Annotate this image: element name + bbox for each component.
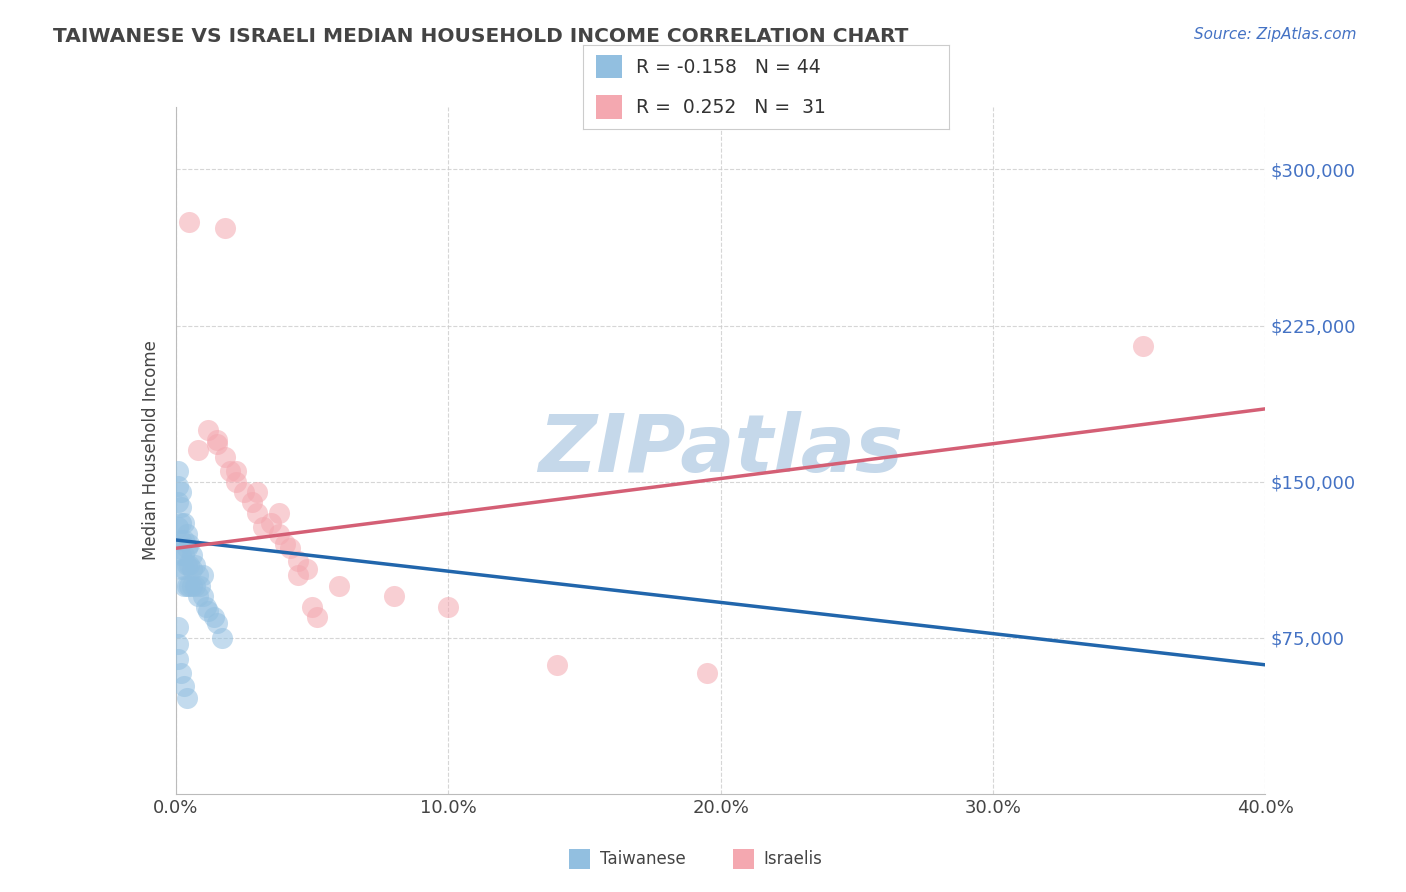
Point (184, 558, 207, 572)
Point (205, 616, 228, 631)
Point (179, 214, 201, 228)
Point (546, 657, 568, 672)
Point (197, 423, 219, 437)
Point (214, 220, 236, 235)
Point (188, 579, 211, 593)
Bar (733, 848, 754, 869)
Point (186, 568, 209, 582)
Point (170, 533, 193, 547)
Point (173, 516, 195, 531)
Point (181, 579, 204, 593)
Point (173, 548, 195, 562)
Point (179, 537, 201, 551)
Point (260, 516, 283, 531)
Text: R =  0.252   N =  31: R = 0.252 N = 31 (637, 98, 827, 117)
Bar (568, 848, 591, 869)
Point (167, 651, 190, 665)
Point (167, 541, 190, 556)
Point (170, 516, 193, 531)
Point (170, 666, 193, 681)
Point (194, 599, 217, 614)
Point (170, 500, 193, 514)
Point (184, 579, 207, 593)
Point (167, 637, 190, 651)
Point (176, 558, 198, 572)
Point (167, 620, 190, 634)
Point (211, 631, 233, 645)
Point (232, 485, 254, 500)
Point (382, 589, 405, 603)
Point (167, 464, 190, 478)
Point (170, 548, 193, 562)
Point (176, 541, 198, 556)
Point (173, 562, 195, 576)
Point (167, 479, 190, 493)
Point (301, 599, 323, 614)
Point (225, 475, 247, 489)
Point (202, 610, 225, 624)
Point (214, 450, 236, 464)
Point (219, 464, 242, 478)
Point (176, 526, 198, 541)
Point (328, 579, 350, 593)
Point (191, 589, 214, 603)
Point (307, 610, 329, 624)
Point (186, 443, 209, 458)
Point (179, 579, 201, 593)
Point (191, 568, 214, 582)
Point (186, 589, 209, 603)
Text: R = -0.158   N = 44: R = -0.158 N = 44 (637, 58, 821, 77)
Y-axis label: Median Household Income: Median Household Income (142, 341, 160, 560)
Point (170, 485, 193, 500)
Point (437, 599, 460, 614)
Point (173, 679, 195, 693)
Point (179, 558, 201, 572)
Point (197, 604, 219, 618)
Point (269, 526, 291, 541)
Text: Taiwanese: Taiwanese (599, 849, 685, 868)
Bar (596, 95, 621, 120)
Text: Source: ZipAtlas.com: Source: ZipAtlas.com (1194, 27, 1357, 42)
Point (295, 562, 318, 576)
Point (246, 485, 269, 500)
Point (181, 562, 204, 576)
Point (252, 520, 274, 534)
Point (1132, 339, 1154, 353)
Point (167, 495, 190, 509)
Bar (596, 54, 621, 78)
Point (278, 541, 301, 556)
Point (696, 666, 718, 681)
Point (205, 433, 228, 447)
Point (269, 506, 291, 520)
Text: ZIPatlas: ZIPatlas (538, 411, 903, 490)
Point (176, 579, 198, 593)
Point (240, 495, 263, 509)
Point (173, 533, 195, 547)
Text: Israelis: Israelis (763, 849, 823, 868)
Point (274, 537, 297, 551)
Text: TAIWANESE VS ISRAELI MEDIAN HOUSEHOLD INCOME CORRELATION CHART: TAIWANESE VS ISRAELI MEDIAN HOUSEHOLD IN… (53, 27, 908, 45)
Point (173, 579, 195, 593)
Point (205, 437, 228, 451)
Point (167, 520, 190, 534)
Point (170, 562, 193, 576)
Point (225, 464, 247, 478)
Point (176, 691, 198, 706)
Point (181, 548, 204, 562)
Point (287, 554, 309, 568)
Point (246, 506, 269, 520)
Point (287, 568, 309, 582)
